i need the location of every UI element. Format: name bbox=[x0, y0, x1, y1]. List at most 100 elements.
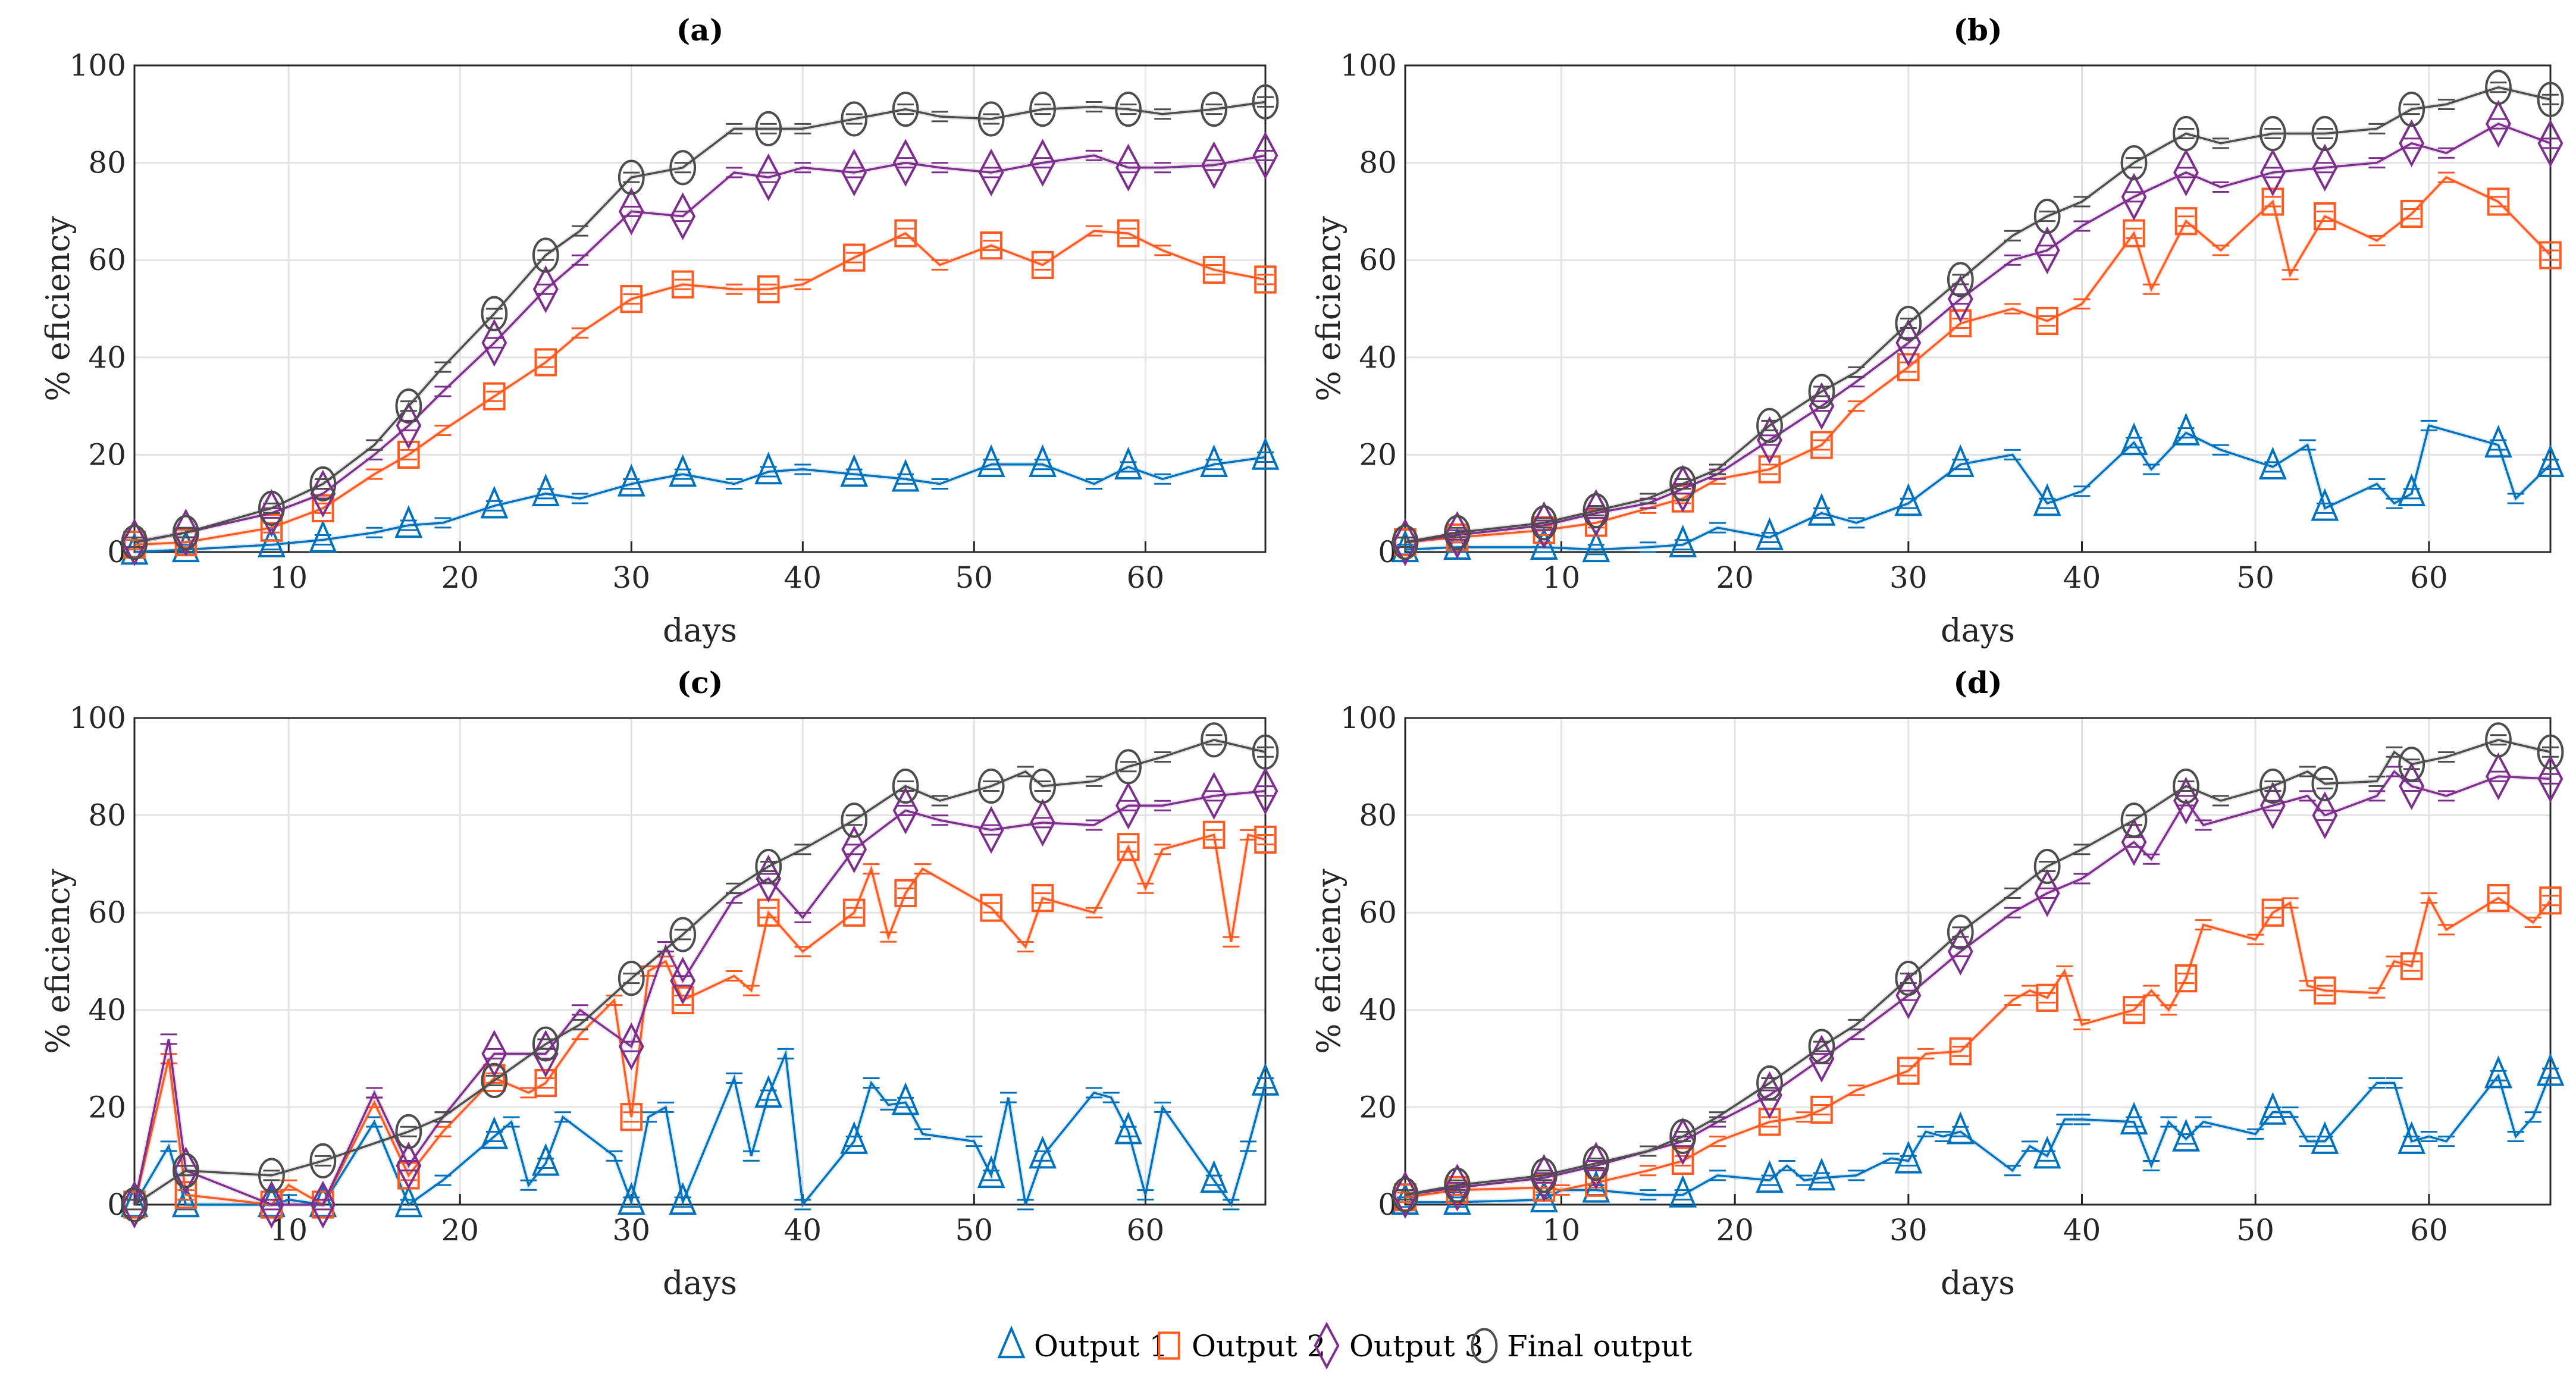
x-tick-label: 30 bbox=[612, 560, 650, 595]
data-point-marker bbox=[2314, 202, 2336, 231]
series-output-3 bbox=[121, 767, 1278, 1229]
y-tick-label: 40 bbox=[88, 993, 126, 1027]
data-point-marker bbox=[310, 1180, 336, 1229]
x-tick-label: 10 bbox=[269, 560, 308, 595]
data-point-marker bbox=[671, 270, 694, 299]
series-line bbox=[1405, 176, 2552, 544]
data-point-marker bbox=[842, 243, 866, 272]
square-icon bbox=[1158, 1331, 1180, 1360]
data-point-marker bbox=[2537, 119, 2564, 168]
data-point-marker bbox=[309, 519, 337, 553]
data-point-marker bbox=[669, 454, 697, 487]
x-tick-label: 50 bbox=[955, 1213, 994, 1247]
data-point-marker bbox=[2398, 92, 2425, 127]
data-point-marker bbox=[395, 388, 422, 424]
series-line bbox=[1405, 1073, 2552, 1203]
data-point-marker bbox=[754, 1075, 783, 1108]
x-tick-label: 30 bbox=[1889, 1213, 1928, 1247]
data-point-marker bbox=[841, 101, 868, 137]
data-point-marker bbox=[1894, 483, 1923, 516]
data-point-marker bbox=[2485, 722, 2512, 758]
data-point-marker bbox=[2258, 446, 2287, 480]
data-point-marker bbox=[1810, 431, 1833, 459]
data-point-marker bbox=[1115, 781, 1142, 830]
y-tick-label: 60 bbox=[88, 243, 126, 277]
axes-box bbox=[133, 717, 1267, 1206]
y-tick-label: 20 bbox=[1359, 1090, 1397, 1124]
data-point-marker bbox=[894, 879, 917, 908]
data-point-marker bbox=[977, 444, 1005, 477]
data-point-marker bbox=[2487, 884, 2510, 913]
data-point-marker bbox=[1201, 772, 1227, 820]
y-tick-label: 80 bbox=[88, 798, 126, 833]
data-point-marker bbox=[2487, 187, 2510, 216]
data-point-marker bbox=[121, 525, 148, 560]
data-point-marker bbox=[532, 1030, 559, 1078]
data-point-marker bbox=[1251, 1062, 1280, 1096]
confidence-band bbox=[132, 788, 1266, 1207]
data-point-marker bbox=[1114, 446, 1142, 480]
data-point-marker bbox=[1200, 444, 1229, 477]
data-point-marker bbox=[534, 348, 557, 377]
x-tick-label: 10 bbox=[1543, 560, 1581, 595]
x-tick-label: 20 bbox=[441, 1213, 479, 1247]
y-tick-label: 40 bbox=[88, 340, 126, 375]
data-point-marker bbox=[670, 192, 696, 240]
axes-box bbox=[1404, 717, 2552, 1206]
y-tick-label: 100 bbox=[1340, 48, 1397, 83]
data-point-marker bbox=[173, 1146, 199, 1195]
data-point-marker bbox=[1756, 407, 1783, 443]
data-point-marker bbox=[1030, 139, 1056, 187]
data-point-marker bbox=[1252, 734, 1279, 770]
confidence-band bbox=[1405, 1070, 2553, 1205]
data-point-marker bbox=[2261, 898, 2284, 927]
data-point-marker bbox=[2259, 115, 2286, 152]
data-point-marker bbox=[617, 463, 645, 497]
data-point-marker bbox=[669, 917, 697, 952]
y-axis-label: % eficiency bbox=[1310, 216, 1347, 402]
data-point-marker bbox=[2172, 1118, 2200, 1152]
data-point-marker bbox=[618, 1022, 644, 1071]
data-point-marker bbox=[1895, 961, 1922, 996]
data-point-marker bbox=[121, 1180, 148, 1229]
legend-item: Final output bbox=[1471, 1328, 1692, 1363]
data-point-marker bbox=[2258, 1092, 2287, 1125]
y-axis-label: % eficiency bbox=[1310, 869, 1347, 1054]
legend-item: Output 3 bbox=[1314, 1321, 1483, 1370]
data-point-marker bbox=[2172, 412, 2200, 446]
data-point-marker bbox=[1582, 493, 1610, 529]
series-output-2 bbox=[123, 820, 1277, 1219]
data-point-marker bbox=[1670, 1117, 1696, 1165]
data-point-marker bbox=[2399, 762, 2425, 810]
data-point-marker bbox=[1947, 262, 1974, 297]
data-point-marker bbox=[620, 1103, 643, 1131]
data-point-marker bbox=[480, 485, 509, 519]
data-point-marker bbox=[2311, 1121, 2339, 1154]
data-point-marker bbox=[1202, 820, 1226, 849]
series-final-output bbox=[121, 84, 1279, 560]
data-point-marker bbox=[2034, 226, 2060, 275]
data-point-marker bbox=[2537, 81, 2564, 117]
x-tick-label: 60 bbox=[2410, 560, 2448, 595]
y-tick-label: 40 bbox=[1359, 340, 1397, 375]
confidence-band bbox=[134, 454, 1266, 554]
y-tick-label: 60 bbox=[88, 895, 126, 930]
data-point-marker bbox=[1810, 1095, 1833, 1124]
data-point-marker bbox=[1394, 528, 1417, 557]
data-point-marker bbox=[1669, 466, 1697, 502]
data-point-marker bbox=[1946, 1111, 1975, 1145]
data-point-marker bbox=[2036, 306, 2058, 336]
data-point-marker bbox=[1392, 525, 1419, 560]
x-tick-label: 40 bbox=[784, 1213, 822, 1247]
series-line bbox=[1405, 770, 2551, 1196]
data-point-marker bbox=[2259, 768, 2286, 804]
y-axis-label: % eficiency bbox=[39, 869, 77, 1054]
data-point-marker bbox=[1114, 1111, 1142, 1145]
data-point-marker bbox=[1582, 1145, 1610, 1181]
data-point-marker bbox=[2537, 755, 2564, 803]
subplot-title: (a) bbox=[676, 12, 724, 48]
data-point-marker bbox=[978, 805, 1004, 854]
data-point-marker bbox=[532, 1026, 559, 1062]
